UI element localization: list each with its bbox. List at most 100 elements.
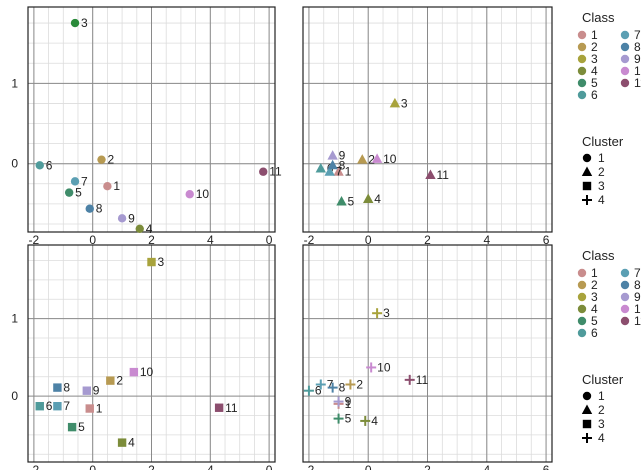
y-tick-label: 0 [11, 157, 18, 171]
legend-class-marker [620, 316, 630, 326]
legend-cluster-label: 4 [598, 193, 605, 207]
x-tick-label: 0 [365, 233, 372, 247]
x-tick-label: -2 [304, 233, 315, 247]
data-point-11 [404, 374, 415, 385]
x-tick-label: 0 [365, 463, 372, 470]
data-point-1 [85, 404, 94, 413]
point-label: 9 [93, 384, 100, 398]
data-point-6 [303, 385, 314, 396]
legend-class-marker [577, 328, 587, 338]
plot-frame [302, 6, 553, 233]
y-tick-label: 1 [11, 312, 18, 326]
legend-class-label: 11 [634, 314, 641, 328]
data-point-8 [85, 204, 94, 213]
legend-cluster-marker [582, 391, 592, 401]
legend-class-marker [577, 30, 587, 40]
data-point-3 [372, 308, 383, 319]
point-label: 10 [140, 365, 154, 379]
point-label: 3 [383, 306, 390, 320]
legend-class-marker [620, 42, 630, 52]
legend-class-title: Class [582, 248, 615, 263]
point-label: 2 [116, 374, 123, 388]
legend-class-marker [577, 304, 587, 314]
point-label: 3 [401, 96, 408, 110]
point-label: 1 [96, 402, 103, 416]
legend-class-title: Class [582, 10, 615, 25]
point-label: 7 [336, 165, 343, 179]
legend-class-marker [620, 280, 630, 290]
legend-class-marker [577, 78, 587, 88]
point-label: 5 [78, 420, 85, 434]
legend-cluster-marker [582, 433, 592, 443]
legend-class-label: 8 [634, 278, 641, 292]
data-point-3 [389, 97, 401, 108]
legend-cluster-title: Cluster [582, 134, 624, 149]
point-label: 7 [81, 174, 88, 188]
legend-class-label: 6 [591, 88, 598, 102]
legend-cluster-marker [582, 419, 592, 429]
y-tick-label: 1 [11, 76, 18, 90]
legend-class-label: 5 [591, 314, 598, 328]
point-label: 5 [348, 194, 355, 208]
point-label: 3 [81, 16, 88, 30]
point-label: 7 [63, 399, 70, 413]
legend-class-label: 1 [591, 28, 598, 42]
data-point-11 [425, 169, 436, 179]
point-label: 11 [436, 168, 449, 182]
legend-class-label: 6 [591, 326, 598, 340]
legend-class-label: 1 [591, 266, 598, 280]
legend-cluster-label: 3 [598, 417, 605, 431]
data-point-9 [117, 214, 127, 223]
legend-class-label: 11 [634, 76, 641, 90]
x-tick-label: 0 [266, 463, 273, 470]
point-label: 2 [368, 153, 375, 167]
data-point-10 [366, 362, 377, 373]
data-point-1 [103, 181, 112, 191]
point-label: 8 [96, 202, 103, 216]
point-label: 8 [339, 158, 346, 172]
legend-class-label: 4 [591, 64, 598, 78]
point-label: 5 [75, 186, 82, 200]
point-label: 1 [345, 165, 352, 179]
x-tick-label: 0 [89, 233, 96, 247]
grid [28, 245, 275, 462]
data-point-3 [70, 18, 80, 28]
point-label: 7 [327, 378, 334, 392]
legend-class-marker [620, 304, 630, 314]
point-label: 1 [345, 397, 352, 411]
data-point-9 [333, 396, 344, 407]
point-label: 10 [377, 360, 391, 374]
point-label: 2 [108, 153, 115, 167]
data-point-8 [53, 383, 62, 392]
data-point-2 [97, 155, 106, 164]
x-tick-label: 6 [543, 233, 550, 247]
legend-class-marker [577, 280, 587, 290]
legend-class-marker [620, 54, 630, 64]
x-tick-label: 0 [89, 463, 96, 470]
point-label: 10 [383, 152, 397, 166]
legend-class-label: 9 [634, 290, 641, 304]
x-tick-label: 2 [148, 463, 155, 470]
data-point-6 [35, 402, 44, 411]
data-point-2 [345, 379, 356, 390]
plot-frame [27, 6, 276, 233]
point-label: 4 [374, 192, 381, 206]
x-tick-label: 2 [424, 463, 431, 470]
legend-cluster-marker [581, 404, 593, 414]
legend-class-marker [577, 316, 587, 326]
point-label: 10 [196, 187, 210, 201]
data-point-3 [147, 257, 156, 267]
legend-cluster-label: 2 [598, 403, 605, 417]
legend-class-label: 5 [591, 76, 598, 90]
data-point-6 [315, 163, 326, 173]
data-point-2 [106, 376, 115, 385]
x-tick-label: 2 [424, 233, 431, 247]
point-label: 9 [345, 395, 352, 409]
x-tick-label: -2 [29, 233, 40, 247]
legend-class-marker [620, 66, 630, 76]
x-tick-label: -2 [304, 463, 315, 470]
legend-cluster-label: 4 [598, 431, 605, 445]
